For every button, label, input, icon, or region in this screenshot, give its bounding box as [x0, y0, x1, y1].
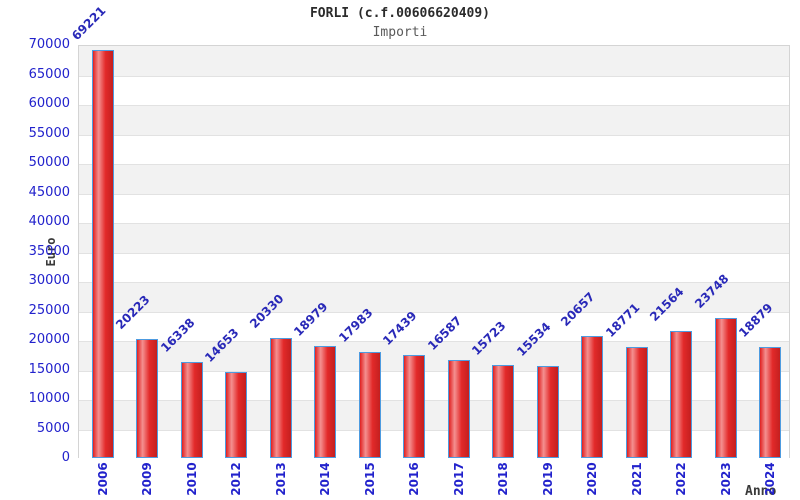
plot-band: [79, 164, 789, 194]
y-tick-label: 20000: [28, 332, 70, 347]
gridline: [79, 105, 789, 106]
gridline: [79, 164, 789, 165]
bar: [670, 331, 692, 458]
plot-band: [79, 134, 789, 164]
bar: [447, 360, 470, 458]
y-tick-label: 65000: [28, 66, 70, 82]
x-tick-label: 2021: [629, 462, 644, 496]
y-tick-label: 55000: [28, 125, 70, 141]
bar: [225, 372, 247, 458]
y-tick-label: 0: [61, 450, 70, 465]
x-axis-title: Anno: [745, 484, 777, 499]
plot-band: [79, 223, 789, 253]
y-tick-label: 45000: [28, 184, 70, 200]
x-tick-label: 2009: [140, 462, 154, 496]
x-tick-label: 2014: [318, 462, 332, 496]
y-tick-label: 35000: [28, 243, 70, 259]
x-tick-label: 2018: [496, 462, 510, 496]
gridline: [79, 429, 789, 431]
bar: [536, 366, 559, 458]
x-tick-label: 2022: [674, 462, 688, 496]
x-tick-label: 2023: [718, 462, 733, 496]
bar: [269, 338, 292, 458]
x-tick-label: 2015: [362, 462, 377, 496]
y-tick-label: 70000: [28, 37, 70, 52]
plot-band: [79, 105, 789, 135]
bar: [180, 362, 203, 458]
bar: [492, 365, 514, 458]
gridline: [79, 282, 789, 283]
gridline: [79, 134, 789, 136]
bar: [91, 50, 114, 458]
plot-band: [79, 75, 789, 105]
gridline: [79, 223, 789, 224]
bar: [136, 339, 158, 458]
bar: [358, 352, 381, 458]
y-tick-label: 60000: [28, 96, 70, 111]
gridline: [79, 341, 789, 342]
y-tick-label: 10000: [28, 391, 70, 406]
gridline: [79, 400, 789, 401]
y-tick-label: 5000: [36, 420, 70, 436]
gridline: [79, 311, 789, 313]
y-tick-label: 25000: [28, 302, 70, 318]
chart-title: FORLI (c.f.00606620409): [309, 6, 490, 21]
y-tick-label: 40000: [28, 214, 70, 229]
x-tick-label: 2006: [95, 462, 110, 496]
gridline: [79, 193, 789, 195]
x-tick-label: 2019: [540, 462, 555, 496]
y-tick-label: 50000: [28, 155, 70, 170]
x-tick-label: 2016: [407, 462, 421, 496]
plot-band: [79, 46, 789, 76]
bar: [403, 355, 425, 458]
x-tick-label: 2013: [273, 462, 288, 496]
x-tick-label: 2010: [184, 462, 199, 496]
plot-band: [79, 282, 789, 312]
bar: [759, 347, 781, 458]
bar: [625, 347, 648, 458]
gridline: [79, 75, 789, 77]
x-tick-label: 2024: [763, 462, 777, 496]
y-tick-label: 15000: [28, 361, 70, 377]
y-tick-label: 30000: [28, 273, 70, 288]
gridline: [79, 252, 789, 254]
plot-band: [79, 252, 789, 282]
x-tick-label: 2012: [229, 462, 243, 496]
bar: [314, 346, 336, 458]
bar: [714, 318, 737, 458]
bar: [581, 336, 603, 458]
x-tick-label: 2017: [451, 462, 466, 496]
plot-band: [79, 193, 789, 223]
gridline: [79, 370, 789, 372]
chart-subtitle: Importi: [372, 25, 428, 40]
x-tick-label: 2020: [585, 462, 599, 496]
